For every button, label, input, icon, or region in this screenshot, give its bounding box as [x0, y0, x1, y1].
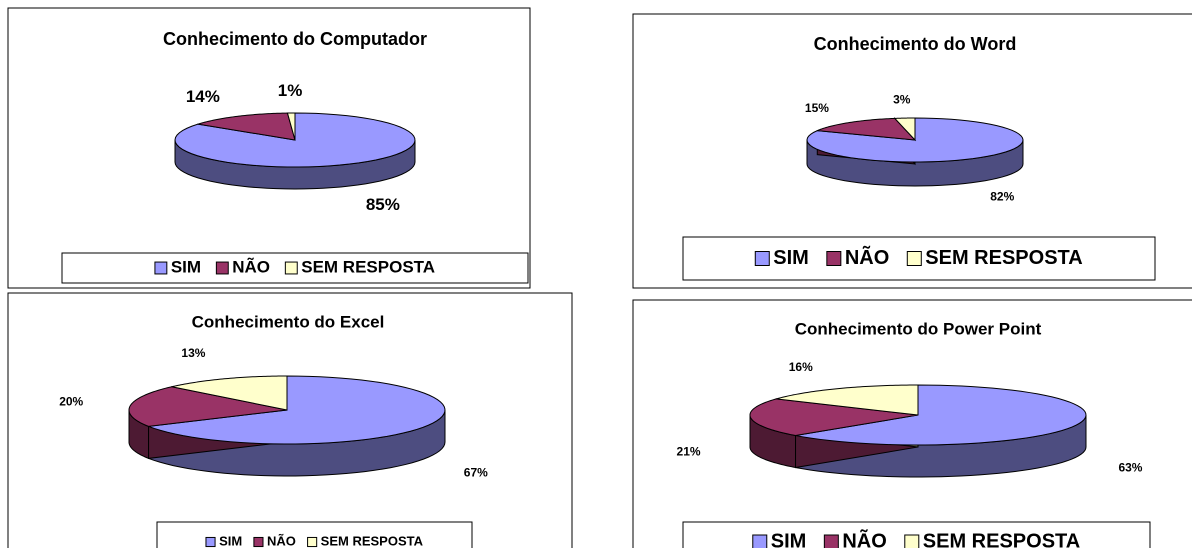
legend-label: SIM — [219, 533, 242, 548]
chart-title: Conhecimento do Power Point — [795, 319, 1042, 338]
data-label: 85% — [366, 195, 400, 214]
data-label: 15% — [805, 101, 829, 115]
data-label: 82% — [990, 190, 1014, 204]
data-label: 14% — [186, 87, 220, 106]
chart-title: Conhecimento do Word — [814, 34, 1017, 54]
data-label: 16% — [789, 360, 813, 374]
slice — [749, 398, 919, 437]
data-label: 3% — [893, 93, 911, 107]
legend-swatch — [205, 536, 216, 548]
legend-swatch — [904, 534, 920, 548]
data-label: 63% — [1118, 461, 1142, 475]
slice — [286, 112, 296, 141]
data-label: 13% — [181, 346, 205, 360]
slice — [148, 375, 446, 445]
data-label: 67% — [464, 465, 488, 479]
chart: Conhecimento do Word 82% 15% 3% SIM NÃO SEM RE… — [632, 13, 1192, 289]
legend-swatch — [823, 534, 839, 548]
legend-label: SIM — [771, 530, 807, 548]
slice — [893, 117, 916, 142]
chart: Conhecimento do Excel 67% 20% 13% SIM NÃO SEM … — [7, 292, 573, 548]
legend-swatch — [253, 536, 264, 548]
slice — [197, 112, 296, 141]
legend-swatch — [906, 251, 922, 266]
data-label: 21% — [677, 444, 701, 458]
slice — [128, 386, 288, 427]
legend-swatch — [307, 536, 318, 548]
data-label: 1% — [278, 81, 303, 100]
legend-label: NÃO — [267, 533, 296, 548]
legend-label: NÃO — [232, 256, 270, 276]
data-label: 20% — [59, 395, 83, 409]
legend-label: SIM — [171, 257, 201, 276]
slice — [806, 117, 1024, 163]
chart-title: Conhecimento do Excel — [192, 312, 385, 331]
slice — [817, 117, 917, 141]
slice — [776, 384, 919, 416]
legend-swatch — [284, 261, 298, 275]
legend-label: SEM RESPOSTA — [301, 257, 435, 276]
legend-label: SEM RESPOSTA — [923, 530, 1080, 548]
legend-label: SEM RESPOSTA — [321, 533, 424, 548]
legend-label: NÃO — [845, 246, 889, 269]
legend-swatch — [215, 261, 229, 275]
legend-label: SIM — [773, 247, 809, 269]
chart-title: Conhecimento do Computador — [163, 29, 427, 49]
legend-swatch — [754, 251, 770, 266]
slice — [171, 375, 288, 411]
legend-label: SEM RESPOSTA — [925, 247, 1082, 269]
legend-swatch — [154, 261, 168, 275]
legend-swatch — [826, 251, 842, 266]
chart: Conhecimento do Power Point 63% 21% 16% SIM N… — [632, 299, 1192, 548]
chart: Conhecimento do Computador 85% 14% 1% SIM NÃO… — [7, 7, 531, 289]
slice — [795, 384, 1087, 446]
legend-swatch — [752, 534, 768, 548]
legend-label: NÃO — [842, 529, 886, 548]
